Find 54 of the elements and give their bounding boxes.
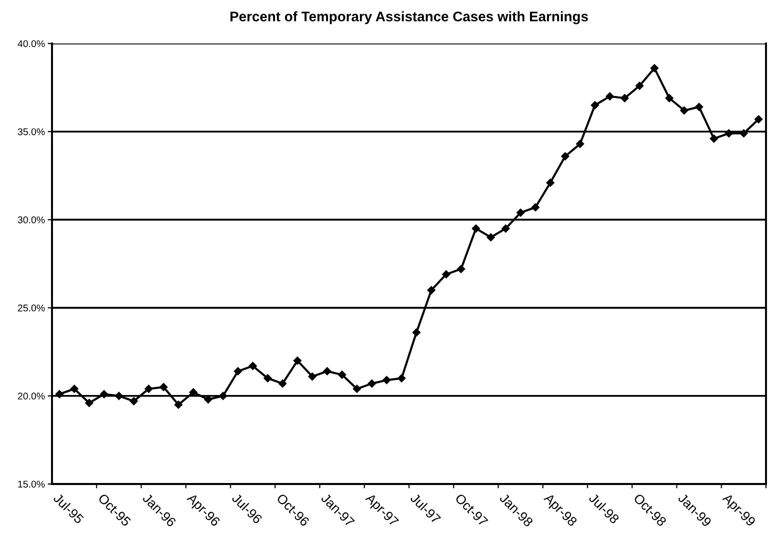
point [293, 356, 302, 365]
point [234, 367, 242, 376]
point [665, 94, 674, 102]
point [412, 328, 420, 336]
point [724, 129, 733, 138]
point [561, 152, 570, 160]
point [680, 106, 688, 114]
point [502, 224, 510, 233]
point [174, 400, 182, 409]
point [710, 134, 718, 143]
point [546, 178, 554, 187]
point [100, 390, 108, 398]
point [308, 372, 316, 381]
y-tick-label: 40.0% [18, 40, 45, 48]
point [457, 265, 466, 274]
point [398, 374, 406, 382]
point [114, 392, 123, 400]
point [368, 380, 376, 388]
point [160, 383, 168, 392]
point [70, 384, 78, 393]
point [516, 208, 525, 217]
y-tick-label: 25.0% [18, 304, 45, 312]
point [486, 233, 495, 242]
point [352, 384, 361, 393]
y-tick-label: 30.0% [18, 216, 45, 224]
chart-title: Percent of Temporary Assistance Cases with Earnings [230, 11, 588, 24]
point [338, 370, 346, 379]
point [576, 140, 584, 148]
point [264, 374, 272, 382]
point [219, 392, 228, 400]
point [754, 115, 763, 124]
y-tick-label: 20.0% [18, 392, 45, 400]
point [55, 390, 64, 398]
point [144, 384, 153, 393]
point [472, 224, 480, 233]
point [606, 92, 614, 100]
y-tick-label: 35.0% [18, 128, 45, 136]
point [248, 362, 257, 370]
point [382, 376, 391, 384]
point [636, 82, 644, 90]
point [531, 203, 540, 212]
point [278, 380, 287, 388]
point [740, 129, 748, 138]
point [442, 270, 450, 278]
point [323, 367, 332, 376]
point [650, 64, 658, 72]
y-tick-label: 15.0% [18, 480, 45, 488]
point [130, 397, 138, 406]
point [189, 388, 198, 396]
point [427, 286, 436, 294]
point [590, 101, 599, 110]
point [695, 102, 704, 111]
point [620, 94, 629, 102]
point [85, 398, 94, 407]
